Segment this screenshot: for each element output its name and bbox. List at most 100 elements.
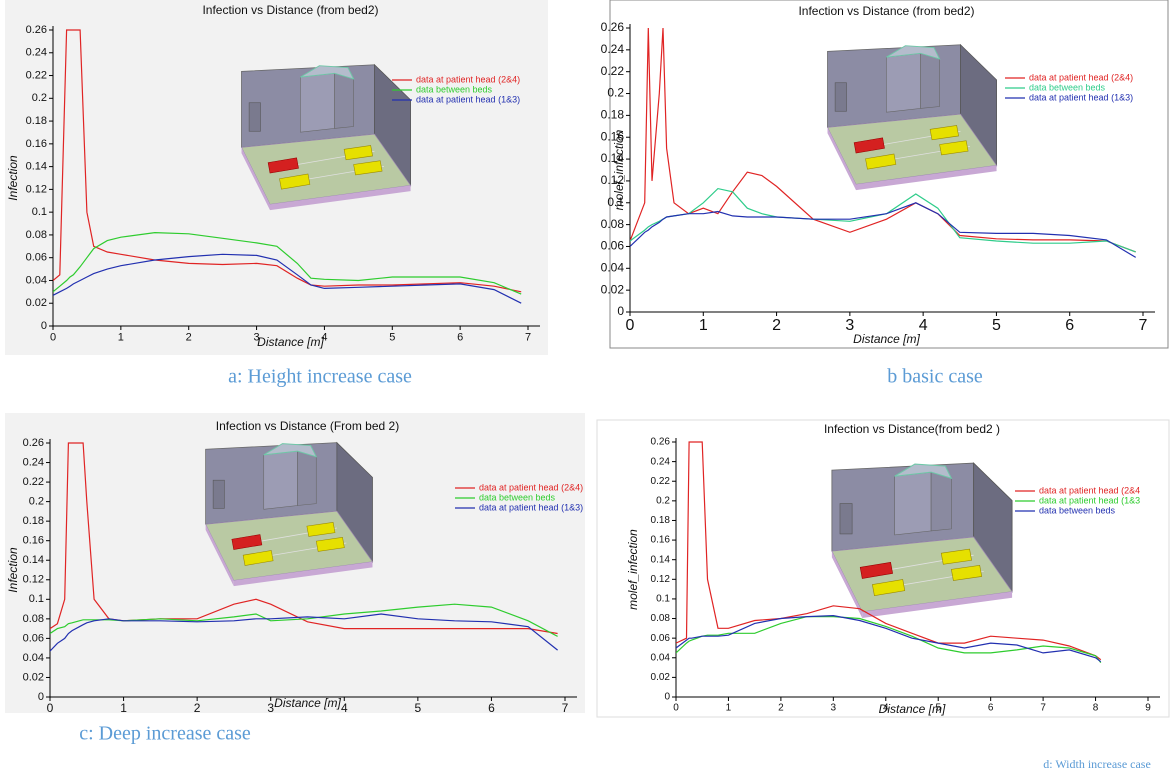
legend-label: data between beds (416, 84, 493, 94)
y-axis-label: molef_infection (612, 129, 626, 210)
room-illustration (831, 462, 1013, 619)
x-tick-label: 4 (883, 703, 889, 714)
y-tick-label: 0 (664, 692, 670, 703)
y-tick-label: 0.22 (651, 476, 671, 487)
y-tick-label: 0.18 (601, 108, 625, 122)
y-tick-label: 0.2 (656, 495, 670, 506)
x-tick-label: 5 (415, 701, 422, 715)
y-tick-label: 0.24 (651, 456, 671, 467)
x-tick-label: 3 (254, 331, 260, 343)
y-tick-label: 0.08 (26, 229, 47, 241)
y-tick-label: 0.06 (651, 633, 671, 644)
series-line (676, 441, 1102, 661)
chart-title: Infection vs Distance(from bed2 ) (824, 422, 1000, 436)
y-axis-label: Infection (6, 547, 20, 593)
chart-panel: Infection vs Distance(from bed2 ) 0 0.02 0.… (596, 419, 1170, 771)
x-tick-label: 3 (845, 317, 854, 334)
legend-label: data at patient head (2&4) (479, 482, 583, 492)
y-tick-label: 0.12 (601, 173, 625, 187)
y-tick-label: 0.04 (651, 652, 671, 663)
x-tick-label: 9 (1145, 703, 1151, 714)
y-tick-label: 0.02 (23, 671, 44, 683)
x-tick-label: 7 (525, 331, 531, 343)
x-tick-label: 7 (562, 701, 569, 715)
y-tick-label: 0.08 (23, 613, 44, 625)
y-tick-label: 0.1 (32, 206, 47, 218)
series-line (50, 442, 558, 635)
series-line (50, 603, 558, 637)
y-tick-label: 0.1 (607, 195, 624, 209)
y-tick-label: 0 (38, 691, 44, 703)
series-line (53, 253, 522, 304)
caption: c: Deep increase case (79, 723, 251, 745)
x-tick-label: 5 (935, 703, 941, 714)
y-tick-label: 0.24 (23, 456, 44, 468)
y-tick-label: 0.06 (26, 252, 47, 264)
legend-label: data between beds (1029, 82, 1106, 92)
x-tick-label: 8 (1093, 703, 1099, 714)
y-tick-label: 0.02 (601, 282, 625, 296)
y-tick-label: 0.14 (26, 161, 47, 173)
x-axis-label: Distance [m] (879, 702, 946, 716)
x-tick-label: 6 (488, 701, 495, 715)
y-tick-label: 0.16 (26, 138, 47, 150)
series-line (630, 202, 1137, 258)
x-tick-label: 1 (699, 317, 708, 334)
y-tick-label: 0.1 (29, 593, 44, 605)
x-tick-label: 0 (673, 703, 679, 714)
chart-panel: Infection vs Distance (from bed2) 0 0.02 0.… (601, 0, 1169, 388)
y-tick-label: 0.14 (23, 554, 44, 566)
x-tick-label: 5 (389, 331, 395, 343)
x-tick-label: 4 (321, 331, 327, 343)
room-illustration (205, 442, 373, 587)
caption: a: Height increase case (228, 366, 412, 388)
room-illustration (241, 64, 412, 211)
legend-label: data at patient head (1&3 (1039, 495, 1140, 505)
series-line (53, 29, 522, 293)
y-axis-label: molef_infection (626, 529, 640, 610)
y-tick-label: 0.04 (601, 260, 625, 274)
x-tick-label: 0 (47, 701, 54, 715)
legend-label: data at patient head (1&3) (416, 94, 520, 104)
x-tick-label: 0 (626, 317, 635, 334)
y-tick-label: 0.24 (26, 47, 47, 59)
y-tick-label: 0.24 (601, 42, 625, 56)
chart-title: Infection vs Distance (from bed2) (202, 3, 378, 17)
legend-label: data between beds (479, 492, 556, 502)
series-line (50, 613, 558, 652)
y-tick-label: 0.1 (656, 594, 670, 605)
y-tick-label: 0.26 (26, 24, 47, 36)
y-tick-label: 0.06 (601, 239, 625, 253)
legend-label: data at patient head (2&4) (416, 74, 520, 84)
x-tick-label: 3 (267, 701, 274, 715)
room-illustration (827, 44, 998, 191)
y-tick-label: 0.2 (607, 86, 624, 100)
series-line (53, 231, 522, 295)
legend-label: data at patient head (1&3) (1029, 92, 1133, 102)
y-tick-label: 0.08 (651, 613, 671, 624)
x-tick-label: 6 (988, 703, 994, 714)
y-tick-label: 0.02 (26, 297, 47, 309)
y-tick-label: 0.22 (601, 64, 625, 78)
y-tick-label: 0.26 (651, 437, 671, 448)
caption: b basic case (887, 366, 983, 388)
y-tick-label: 0.18 (26, 115, 47, 127)
legend-label: data at patient head (2&4) (1029, 72, 1133, 82)
y-tick-label: 0.12 (26, 183, 47, 195)
series-line (630, 187, 1136, 253)
y-tick-label: 0.22 (26, 69, 47, 81)
y-tick-label: 0.16 (23, 535, 44, 547)
x-tick-label: 4 (919, 317, 928, 334)
x-tick-label: 1 (118, 331, 124, 343)
y-tick-label: 0.26 (601, 20, 625, 34)
x-tick-label: 4 (341, 701, 348, 715)
x-tick-label: 2 (186, 331, 192, 343)
y-tick-label: 0 (41, 320, 47, 332)
x-axis-label: Distance [m] (853, 332, 920, 346)
y-tick-label: 0.18 (651, 515, 671, 526)
x-tick-label: 3 (831, 703, 837, 714)
x-tick-label: 2 (772, 317, 781, 334)
chart-panel: Infection vs Distance (From bed 2) 0 0.02 0… (5, 413, 585, 745)
x-tick-label: 7 (1139, 317, 1148, 334)
